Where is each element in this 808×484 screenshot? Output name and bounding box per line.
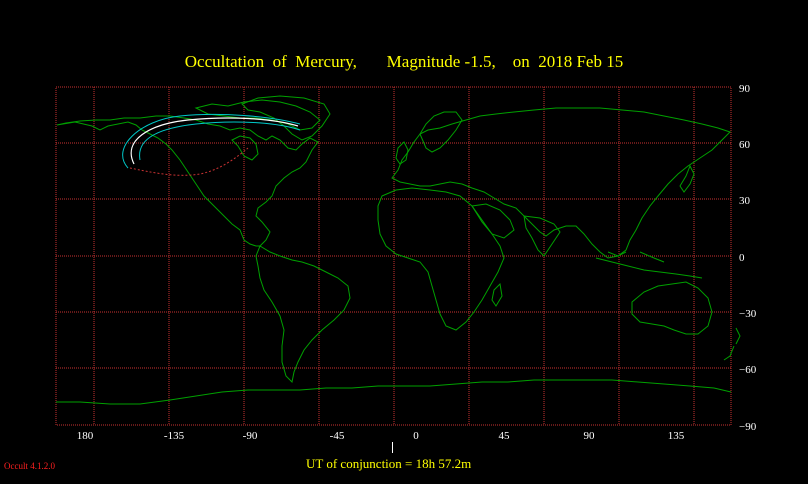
path-daylight-limit [129, 147, 249, 176]
lon-tick-label: 45 [499, 430, 511, 442]
south-america-coast [255, 245, 351, 384]
lon-tick-label: 135 [668, 430, 685, 442]
lon-tick-label: -45 [330, 430, 345, 442]
lon-tick-labels: 180 -135 -90 -45 0 45 90 135 [77, 430, 685, 442]
lat-tick-label: −90 [739, 421, 757, 433]
coastlines [56, 95, 741, 405]
japan-coast [679, 164, 695, 193]
lat-tick-label: −30 [739, 308, 757, 320]
path-centre-line [130, 117, 299, 165]
antarctica-coast [56, 379, 732, 405]
north-america-coast [56, 115, 319, 247]
lat-tick-labels: 90 60 30 0 −30 −60 −90 [739, 83, 757, 433]
lat-tick-label: 90 [739, 83, 751, 95]
conjunction-time: UT of conjunction = 18h 57.2m [306, 456, 472, 471]
lat-tick-label: −60 [739, 364, 757, 376]
africa-coast [377, 187, 505, 331]
conjunction-marker [392, 442, 393, 453]
lon-tick-label: 180 [77, 430, 94, 442]
lat-tick-label: 60 [739, 139, 751, 151]
map-title: Occultation of Mercury, Magnitude -1.5, … [184, 52, 624, 71]
version-label: Occult 4.1.2.0 [4, 461, 55, 471]
occultation-path [122, 113, 301, 176]
australia-coast [631, 281, 713, 335]
new-zealand [723, 327, 741, 361]
lon-tick-label: 90 [584, 430, 596, 442]
lon-tick-label: -90 [243, 430, 258, 442]
lat-tick-label: 30 [739, 195, 751, 207]
madagascar [491, 282, 503, 307]
indonesia-islands [595, 251, 703, 279]
arabia-coast [471, 203, 515, 239]
lon-tick-label: 0 [413, 430, 419, 442]
hudson-bay [231, 135, 259, 161]
scandinavia-coast [419, 111, 463, 153]
path-south-limit [122, 113, 301, 169]
india-coast [523, 215, 561, 257]
eurasia-coast [391, 107, 731, 259]
greenland-coast [241, 95, 331, 141]
lon-tick-label: -135 [164, 430, 185, 442]
path-north-limit [139, 121, 301, 161]
british-isles [395, 141, 409, 165]
grid [56, 87, 731, 425]
lat-tick-label: 0 [739, 252, 745, 264]
